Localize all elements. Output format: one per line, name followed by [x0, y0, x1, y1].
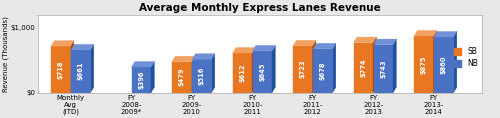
- Polygon shape: [71, 44, 94, 50]
- Bar: [313, 49, 332, 93]
- Bar: [132, 67, 151, 93]
- Polygon shape: [374, 39, 396, 44]
- Text: $718: $718: [58, 60, 64, 79]
- Bar: [434, 37, 454, 93]
- Polygon shape: [272, 45, 276, 93]
- Polygon shape: [151, 62, 154, 93]
- Polygon shape: [293, 40, 316, 46]
- Polygon shape: [454, 32, 457, 93]
- Text: $479: $479: [179, 68, 185, 86]
- Bar: [232, 53, 252, 93]
- Polygon shape: [51, 41, 74, 46]
- Polygon shape: [414, 31, 437, 36]
- Text: $661: $661: [78, 62, 84, 80]
- Polygon shape: [192, 54, 215, 59]
- Text: $860: $860: [441, 56, 447, 74]
- Text: $396: $396: [138, 71, 144, 89]
- Polygon shape: [132, 62, 154, 67]
- Polygon shape: [212, 54, 215, 93]
- Polygon shape: [172, 56, 195, 62]
- Polygon shape: [90, 44, 94, 93]
- Bar: [414, 36, 434, 93]
- Polygon shape: [434, 32, 457, 37]
- Bar: [374, 44, 393, 93]
- Polygon shape: [434, 31, 437, 93]
- Text: $723: $723: [300, 60, 306, 78]
- Polygon shape: [192, 56, 195, 93]
- Polygon shape: [313, 43, 336, 49]
- Legend: SB, NB: SB, NB: [454, 47, 478, 68]
- Text: $743: $743: [380, 59, 386, 78]
- Polygon shape: [312, 40, 316, 93]
- Polygon shape: [373, 37, 376, 93]
- Text: $612: $612: [240, 64, 246, 82]
- Text: $516: $516: [199, 67, 205, 85]
- Bar: [252, 51, 272, 93]
- Polygon shape: [252, 48, 256, 93]
- Bar: [51, 46, 70, 93]
- Polygon shape: [332, 43, 336, 93]
- Bar: [354, 42, 373, 93]
- Title: Average Monthly Express Lanes Revenue: Average Monthly Express Lanes Revenue: [139, 3, 380, 13]
- Polygon shape: [70, 41, 74, 93]
- Text: $875: $875: [421, 55, 427, 74]
- Polygon shape: [252, 45, 276, 51]
- Polygon shape: [354, 37, 376, 42]
- Bar: [293, 46, 312, 93]
- Text: $678: $678: [320, 61, 326, 80]
- Bar: [71, 50, 90, 93]
- Text: $645: $645: [260, 63, 266, 81]
- Y-axis label: Revenue (Thousands): Revenue (Thousands): [3, 16, 10, 92]
- Bar: [192, 59, 212, 93]
- Text: $774: $774: [360, 58, 366, 77]
- Bar: [172, 62, 192, 93]
- Polygon shape: [393, 39, 396, 93]
- Polygon shape: [232, 48, 256, 53]
